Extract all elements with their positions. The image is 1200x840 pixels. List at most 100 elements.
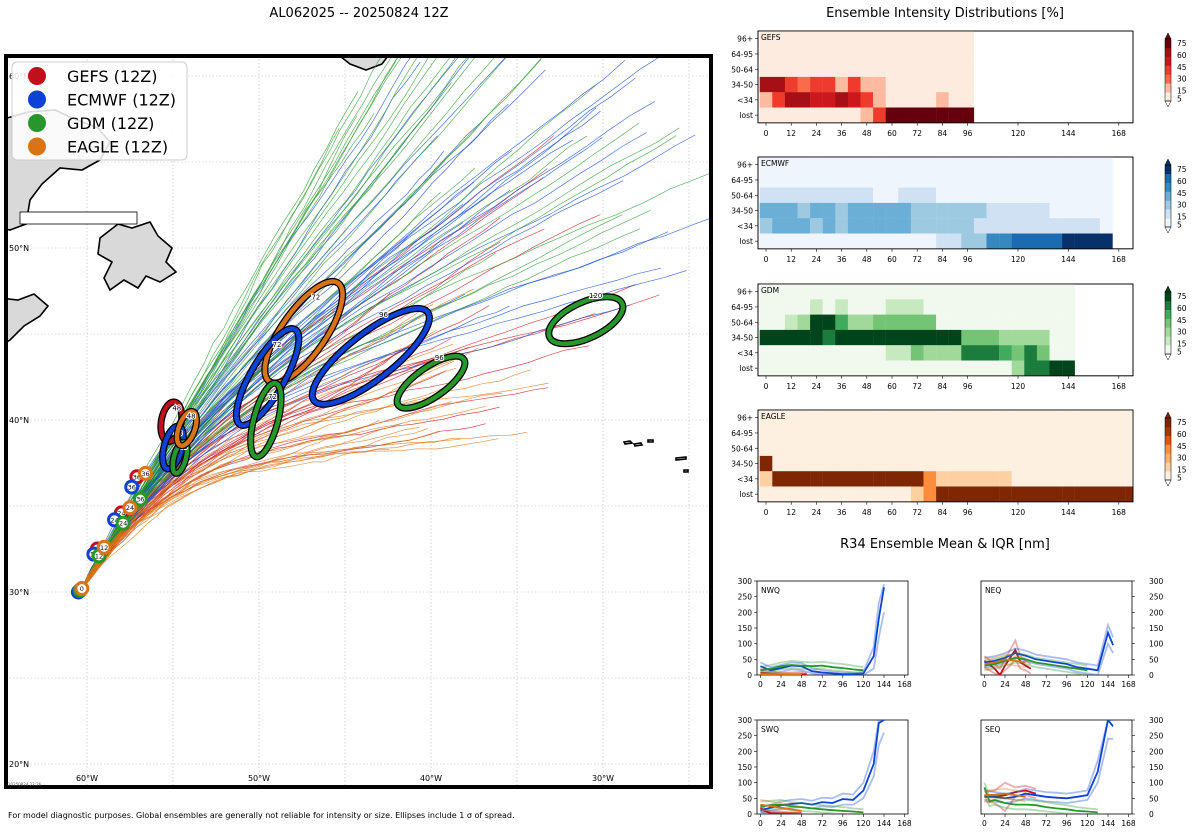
heatmap-model-label: GDM (761, 286, 779, 295)
heatmap-hour-label: 60 (887, 382, 897, 391)
heatmap-cell (759, 157, 773, 173)
intensity-panel-eagle: EAGLE 96+ 64-95 50-64 34-50 <34 lost 0 12 24 36 48 6… (731, 409, 1187, 517)
heatmap-cell (961, 92, 975, 108)
intensity-panel-ecmwf: ECMWF 96+ 64-95 50-64 34-50 <34 lost 0 12 24 36 48 6… (731, 156, 1187, 264)
heatmap-row-label: 96+ (737, 288, 753, 297)
heatmap-cell (810, 314, 823, 331)
colorbar-frame (1164, 417, 1172, 481)
track-point-ring (115, 515, 131, 531)
heatmap-cell (885, 61, 899, 78)
heatmap-cell (999, 329, 1012, 346)
heatmap-cell (759, 233, 773, 249)
colorbar-segment (1165, 47, 1171, 58)
heatmap-cell (1036, 360, 1050, 376)
heatmap-cell (759, 218, 773, 234)
map-legend: GEFS (12Z) ECMWF (12Z) GDM (12Z) EAGLE (12Z… (11, 61, 188, 161)
heatmap-cell (822, 107, 836, 123)
heatmap-cell (885, 440, 899, 457)
heatmap-cell (1036, 218, 1050, 234)
heatmap-cell (923, 329, 937, 346)
heatmap-cell (936, 76, 949, 93)
r34-xtick-label: 168 (1121, 819, 1136, 828)
heatmap-cell (910, 486, 924, 502)
heatmap-cell (1011, 345, 1025, 361)
heatmap-cell (936, 329, 949, 346)
heatmap-cell (1062, 218, 1075, 234)
heatmap-hour-label: 144 (1061, 382, 1076, 391)
heatmap-cell (986, 471, 1000, 487)
heatmap-cell (810, 360, 823, 376)
r34-iqr-lo-ecmwf (984, 641, 1114, 675)
timestamp-stamp: 20250824 22:26 (8, 782, 42, 787)
colorbar-tick-label: 5 (1177, 348, 1182, 357)
heatmap-cell (860, 284, 874, 300)
heatmap-cell (885, 92, 899, 108)
r34-ytick-label: 50 (1149, 794, 1159, 803)
heatmap-cell (885, 202, 899, 219)
heatmap-cell (948, 329, 962, 346)
heatmap-cell (822, 218, 836, 234)
ellipse-hour-label: 72 (311, 293, 320, 301)
track-point-ring (96, 539, 112, 555)
heatmap-cell (948, 187, 962, 204)
r34-ytick-label: 0 (747, 671, 752, 680)
heatmap-cell (961, 329, 975, 346)
heatmap-cell (810, 440, 823, 457)
heatmap-hour-label: 36 (837, 508, 847, 517)
heatmap-cell (772, 202, 786, 219)
heatmap-cell (898, 314, 912, 331)
heatmap-cell (910, 107, 924, 123)
r34-iqr-lo-gdm (984, 661, 1088, 675)
colorbar-segment (1165, 74, 1171, 84)
track-point-ring (74, 581, 90, 597)
heatmap-cell (961, 410, 975, 426)
heatmap-cell (898, 486, 912, 502)
r34-ytick-label: 150 (1149, 763, 1164, 772)
heatmap-cell (1112, 486, 1126, 502)
heatmap-hour-label: 36 (837, 382, 847, 391)
ellipse-hour-label: 72 (268, 393, 277, 401)
r34-ytick-label: 200 (1149, 608, 1164, 617)
heatmap-cell (873, 360, 886, 376)
heatmap-cell (1062, 172, 1075, 188)
heatmap-cell (759, 172, 773, 188)
heatmap-cell (873, 233, 886, 249)
heatmap-cell (910, 440, 924, 457)
heatmap-cell (822, 471, 836, 487)
heatmap-cell (759, 345, 773, 361)
heatmap-cell (860, 202, 874, 219)
heatmap-row-label: 34-50 (731, 334, 753, 343)
heatmap-cell (948, 76, 962, 93)
intensity-panel-gdm: GDM 96+ 64-95 50-64 34-50 <34 lost 0 12 24 36 48 60 7… (731, 283, 1187, 391)
r34-iqr-hi-ecmwf (984, 622, 1114, 667)
heatmap-cell (961, 107, 975, 123)
r34-ytick-label: 200 (1149, 747, 1164, 756)
heatmap-cell (961, 46, 975, 62)
heatmap-cell (885, 425, 899, 441)
heatmap-cell (973, 329, 987, 346)
heatmap-cell (1125, 486, 1134, 502)
ensemble-track (81, 427, 420, 589)
heatmap-cell (1024, 314, 1038, 331)
heatmap-cell (1036, 314, 1050, 331)
r34-xtick-label: 144 (877, 680, 892, 689)
heatmap-cell (1024, 471, 1038, 487)
heatmap-cell (999, 218, 1012, 234)
ellipse-hour-label: 72 (272, 341, 281, 349)
heatmap-cell (923, 187, 937, 204)
heatmap-cell (948, 486, 962, 502)
colorbar-tick-label: 60 (1177, 430, 1187, 439)
heatmap-cell (822, 440, 836, 457)
heatmap-hour-label: 120 (1011, 382, 1026, 391)
heatmap-cell (1011, 440, 1025, 457)
heatmap-cell (1062, 486, 1075, 502)
lon-label: 50°W (248, 774, 270, 783)
heatmap-cell (772, 218, 786, 234)
track-hour-label: 12 (95, 552, 103, 560)
r34-xtick-label: 24 (776, 819, 786, 828)
colorbar-segment (1165, 444, 1171, 454)
colorbar-segment (1165, 173, 1171, 184)
ensemble-track (81, 284, 636, 589)
heatmap-cell (759, 299, 773, 315)
heatmap-cell (1087, 410, 1101, 426)
